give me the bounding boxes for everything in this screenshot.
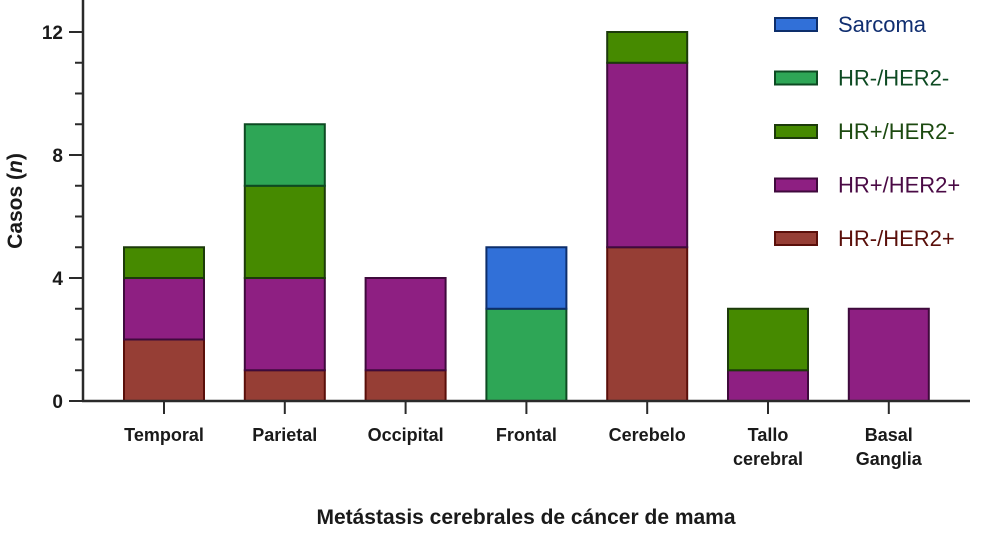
bar-segment-hr-her2--frontal [485, 307, 568, 402]
x-tick-label: Temporal [124, 425, 204, 445]
bar-segment-hr-her2--cerebelo [606, 246, 689, 402]
legend-label-hr-her2-: HR-/HER2- [838, 66, 949, 91]
legend-swatch-hr-her2- [774, 70, 818, 86]
y-ticks: 0 4 8 12 [42, 23, 83, 413]
bar-segment-hr-her2--parietal [243, 123, 326, 187]
bars-layer [123, 31, 930, 402]
bar-segment-sarcoma-frontal [485, 246, 568, 310]
bar-segment-hr-her2--tallo-cerebral [727, 307, 809, 372]
bar-segment-hr-her2--parietal [243, 277, 326, 372]
y-tick-label: 8 [52, 146, 63, 167]
legend-swatch-hr-her2- [774, 177, 818, 193]
x-ticks: Temporal Parietal Occipital Frontal Cerebelo… [124, 401, 923, 469]
bar-segment-hr-her2--temporal [123, 277, 205, 341]
bar-segment-hr-her2--temporal [123, 338, 205, 402]
y-tick-label: 4 [52, 269, 63, 290]
bar-segment-hr-her2--tallo-cerebral [727, 369, 809, 402]
x-tick-label: Cerebelo [609, 425, 686, 445]
legend-swatch-hr-her2- [774, 124, 818, 139]
y-tick-label: 0 [52, 392, 63, 413]
bar-segment-hr-her2--parietal [243, 369, 326, 402]
legend-label-hr-her2-: HR+/HER2- [838, 119, 955, 144]
bar-segment-hr-her2--occipital [364, 277, 447, 372]
y-axis-title: Casos (n) [4, 153, 27, 249]
x-tick-label: Frontal [496, 425, 557, 445]
bar-segment-hr-her2--temporal [123, 246, 205, 279]
x-tick-label: cerebral [733, 449, 803, 469]
x-tick-label: Basal [865, 425, 913, 445]
legend-swatch-hr-her2- [774, 231, 818, 246]
legend-label-hr-her2-: HR+/HER2+ [838, 173, 960, 198]
x-tick-label: Occipital [368, 425, 444, 445]
bar-segment-hr-her2--basal-ganglia [847, 307, 930, 402]
bar-segment-hr-her2--cerebelo [606, 31, 689, 64]
y-axis-title-end: ) [4, 153, 27, 160]
y-axis-title-italic: n [4, 160, 27, 173]
bar-segment-hr-her2--parietal [243, 184, 326, 279]
legend: Sarcoma HR-/HER2- HR+/HER2- HR+/HER2+ HR-/HE… [774, 12, 960, 251]
legend-label-hr-her2-: HR-/HER2+ [838, 226, 955, 251]
x-tick-label: Parietal [252, 425, 317, 445]
legend-swatch-sarcoma [774, 17, 818, 32]
bar-segment-hr-her2--cerebelo [606, 61, 689, 249]
x-tick-label: Ganglia [856, 449, 923, 469]
y-tick-label: 12 [42, 23, 63, 44]
legend-label-sarcoma: Sarcoma [838, 12, 927, 37]
bar-segment-hr-her2--occipital [364, 369, 447, 402]
x-tick-label: Tallo [748, 425, 789, 445]
y-axis-title-main: Casos ( [4, 173, 27, 249]
x-axis-title: Metástasis cerebrales de cáncer de mama [316, 506, 735, 529]
